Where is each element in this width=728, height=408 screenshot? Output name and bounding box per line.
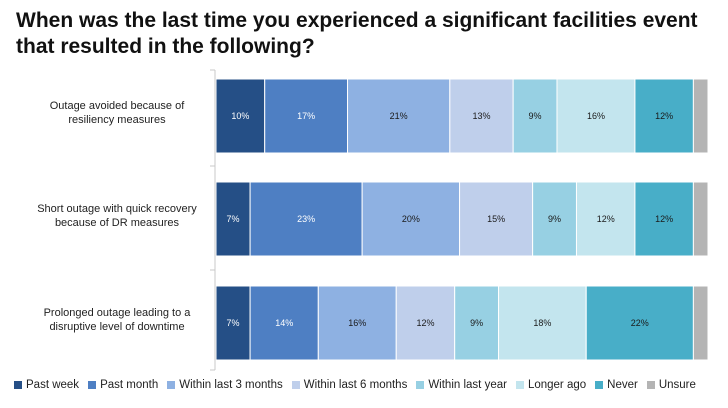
legend-item: Past month xyxy=(88,379,158,391)
bar-segment xyxy=(395,285,456,361)
data-label: 16% xyxy=(587,111,605,121)
bar-segment xyxy=(264,78,349,154)
data-label: 9% xyxy=(470,318,483,328)
legend: Past week Past month Within last 3 months W… xyxy=(14,379,726,391)
data-label: 7% xyxy=(227,214,240,224)
legend-swatch xyxy=(167,381,176,389)
category-label-line: Short outage with quick recovery xyxy=(37,203,197,215)
bar-segment xyxy=(459,181,534,257)
bar-segment xyxy=(692,285,709,361)
legend-label: Longer ago xyxy=(527,379,587,391)
data-label: 16% xyxy=(348,318,366,328)
bar-segment xyxy=(215,181,251,257)
bar-segment xyxy=(249,181,363,257)
category-label-line: Prolonged outage leading to a xyxy=(44,307,192,319)
data-label: 14% xyxy=(275,318,293,328)
data-label: 10% xyxy=(231,111,249,121)
data-label: 9% xyxy=(548,214,561,224)
legend-label: Within last year xyxy=(428,379,507,391)
category-label: Prolonged outage leading to a disruptive … xyxy=(44,307,192,333)
legend-item: Past week xyxy=(14,379,79,391)
bar-segment xyxy=(361,181,461,257)
legend-swatch xyxy=(515,381,524,389)
data-label: 13% xyxy=(472,111,490,121)
bar-segment xyxy=(585,285,694,361)
legend-swatch xyxy=(291,381,300,389)
data-label: 12% xyxy=(416,318,434,328)
bar-segment xyxy=(449,78,514,154)
legend-item: Never xyxy=(595,379,638,391)
data-label: 9% xyxy=(529,111,542,121)
data-label: 20% xyxy=(402,214,420,224)
data-label: 18% xyxy=(533,318,551,328)
legend-swatch xyxy=(14,381,22,389)
legend-item: Within last 3 months xyxy=(167,379,283,391)
legend-label: Never xyxy=(607,379,638,391)
legend-swatch xyxy=(416,381,425,389)
stacked-bar-chart: Outage avoided because of resiliency meas… xyxy=(37,69,709,371)
legend-item: Unsure xyxy=(646,379,696,391)
legend-label: Unsure xyxy=(658,379,696,391)
legend-swatch xyxy=(88,381,97,389)
bar-segment xyxy=(512,78,558,154)
data-label: 15% xyxy=(487,214,505,224)
category-label-line: resiliency measures xyxy=(68,114,166,126)
legend-label: Within last 3 months xyxy=(179,379,283,391)
bar-segment xyxy=(692,78,709,154)
bar-segment xyxy=(575,181,636,257)
bar-segment xyxy=(532,181,577,257)
category-label: Short outage with quick recovery because … xyxy=(37,203,197,229)
category-label-line: disruptive level of downtime xyxy=(49,321,184,333)
category-label-line: Outage avoided because of xyxy=(50,100,185,112)
legend-label: Within last 6 months xyxy=(303,379,408,391)
data-label: 21% xyxy=(390,111,408,121)
bar-segment xyxy=(498,285,587,361)
legend-item: Within last year xyxy=(416,379,507,391)
data-label: 12% xyxy=(597,214,615,224)
data-label: 23% xyxy=(297,214,315,224)
legend-label: Past week xyxy=(26,379,80,391)
data-label: 17% xyxy=(297,111,315,121)
data-label: 12% xyxy=(655,111,673,121)
data-label: 12% xyxy=(655,214,673,224)
bar-segment xyxy=(347,78,451,154)
bar-segment xyxy=(692,181,709,257)
bar-segment xyxy=(317,285,397,361)
data-label: 7% xyxy=(227,318,240,328)
legend-item: Within last 6 months xyxy=(291,379,408,391)
legend-label: Past month xyxy=(100,379,159,391)
legend-item: Longer ago xyxy=(515,379,587,391)
legend-swatch xyxy=(646,381,655,389)
bar-segment xyxy=(215,78,266,154)
bar-segment xyxy=(454,285,500,361)
category-label: Outage avoided because of resiliency meas… xyxy=(50,100,185,126)
chart-title: When was the last time you experienced a… xyxy=(16,9,698,58)
data-label: 22% xyxy=(631,318,649,328)
category-label-line: because of DR measures xyxy=(55,217,180,229)
legend-swatch xyxy=(595,381,604,389)
